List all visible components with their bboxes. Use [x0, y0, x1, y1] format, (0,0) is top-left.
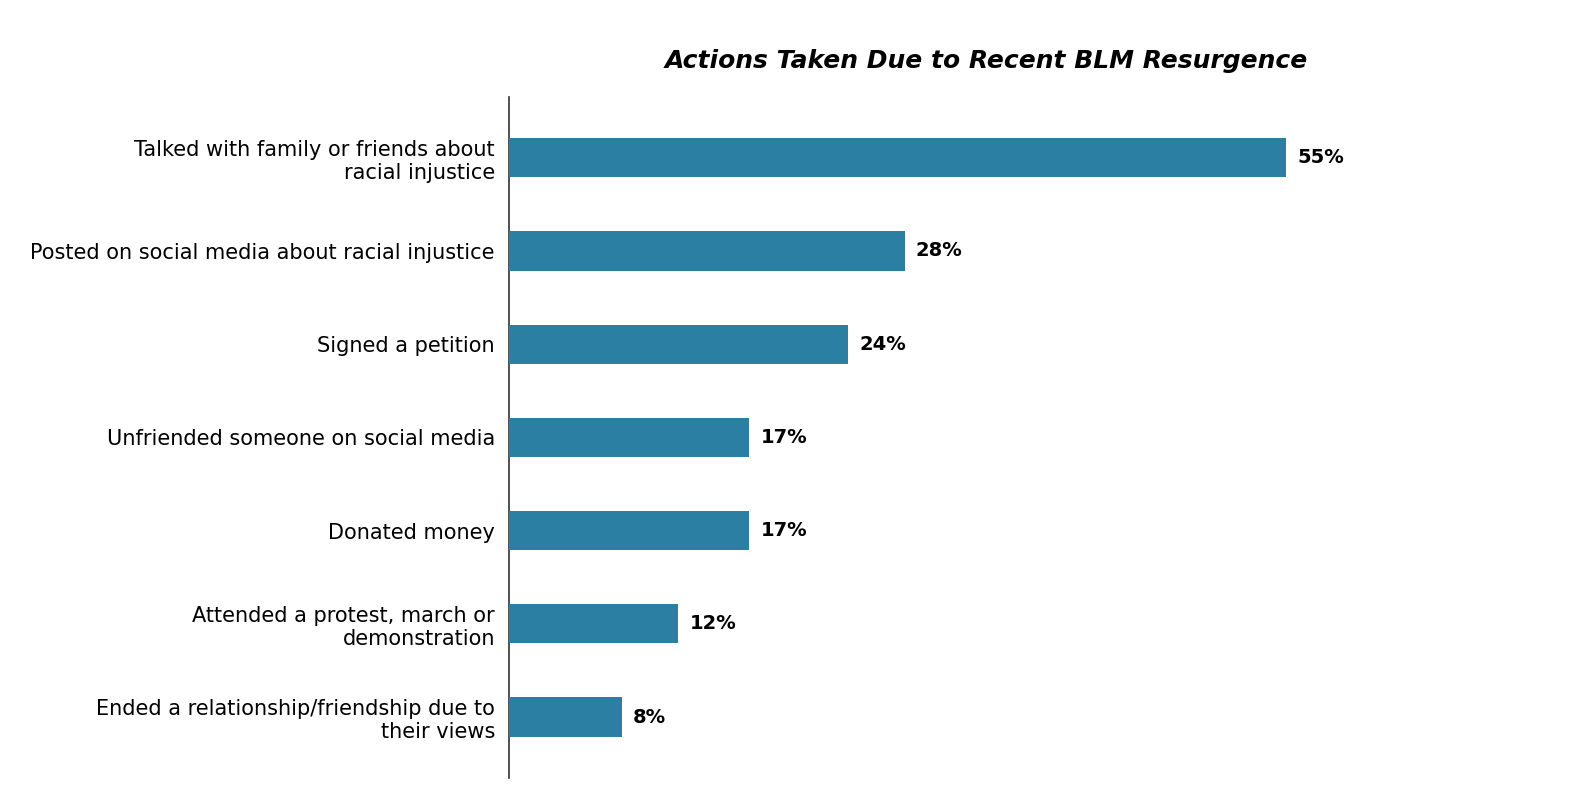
- Bar: [509, 511, 749, 550]
- Bar: [509, 325, 847, 364]
- Bar: [509, 418, 749, 457]
- Bar: [509, 604, 679, 643]
- Text: 28%: 28%: [916, 241, 962, 261]
- Text: Actions Taken Due to Recent BLM Resurgence: Actions Taken Due to Recent BLM Resurgen…: [665, 49, 1307, 73]
- Text: 12%: 12%: [690, 614, 736, 633]
- Bar: [509, 697, 622, 736]
- Text: 24%: 24%: [859, 335, 906, 354]
- Text: 17%: 17%: [760, 428, 808, 447]
- Text: 55%: 55%: [1297, 148, 1344, 168]
- Text: 17%: 17%: [760, 521, 808, 540]
- Bar: [509, 232, 905, 271]
- Text: 8%: 8%: [633, 707, 666, 727]
- Bar: [509, 139, 1286, 177]
